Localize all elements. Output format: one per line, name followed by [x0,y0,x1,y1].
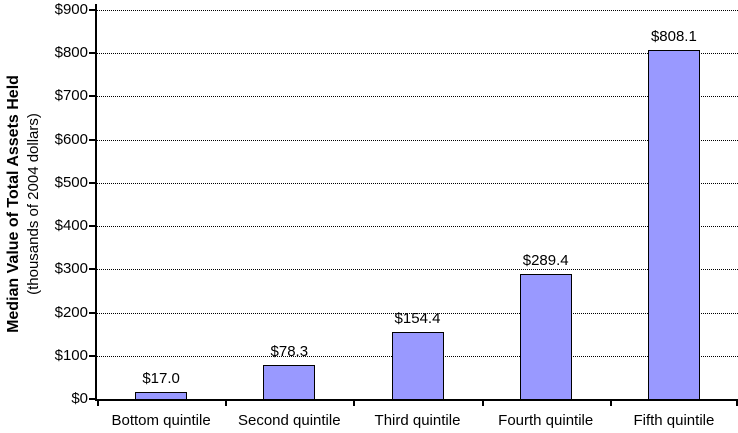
x-tick-mark [609,399,612,406]
y-axis-line [95,4,97,401]
bar [263,365,316,400]
y-tick-mark [89,52,95,55]
bar [391,332,444,400]
y-tick-mark [89,138,95,141]
gridline [97,269,738,271]
bar [519,273,572,400]
y-tick-mark [89,354,95,357]
y-tick-label: $300 [54,260,88,278]
x-tick-mark [353,399,356,406]
y-tick-label: $600 [54,130,88,148]
gridline [97,96,738,98]
bar-value-label: $154.4 [394,310,441,328]
bar-value-label: $808.1 [650,27,697,45]
y-tick-mark [89,181,95,184]
y-tick-label: $500 [54,173,88,191]
y-tick-mark [89,311,95,314]
y-tick-mark [89,9,95,11]
bar-value-label: $289.4 [522,251,569,269]
y-tick-mark [89,268,95,271]
y-axis-title-main: Median Value of Total Assets Held [5,75,22,333]
x-category-label: Fourth quintile [498,412,594,429]
y-tick-label: $200 [54,303,88,321]
x-tick-mark [736,399,738,406]
y-tick-mark [89,95,95,98]
y-tick-mark [89,225,95,228]
y-tick-label: $700 [54,87,88,105]
gridline [97,182,738,184]
bar-value-label: $17.0 [142,369,180,387]
gridline [97,53,738,55]
bar-value-label: $78.3 [270,343,309,361]
gridline [97,312,738,314]
x-category-label: Third quintile [374,412,461,429]
x-tick-mark [225,399,228,406]
x-tick-mark [481,399,484,406]
bar [647,49,700,400]
x-category-label: Fifth quintile [633,412,715,429]
y-tick-label: $0 [71,390,88,407]
gridline [97,139,738,141]
y-tick-label: $900 [54,1,88,18]
x-axis-line [95,399,738,401]
gridline [97,226,738,228]
y-tick-label: $100 [54,346,88,364]
x-tick-mark [97,399,99,406]
x-category-label: Second quintile [237,412,341,429]
x-category-label: Bottom quintile [111,412,211,429]
bar [135,391,188,400]
y-tick-mark [89,398,95,400]
gridline [97,10,738,11]
y-tick-label: $800 [54,44,88,62]
y-tick-label: $400 [54,217,88,235]
